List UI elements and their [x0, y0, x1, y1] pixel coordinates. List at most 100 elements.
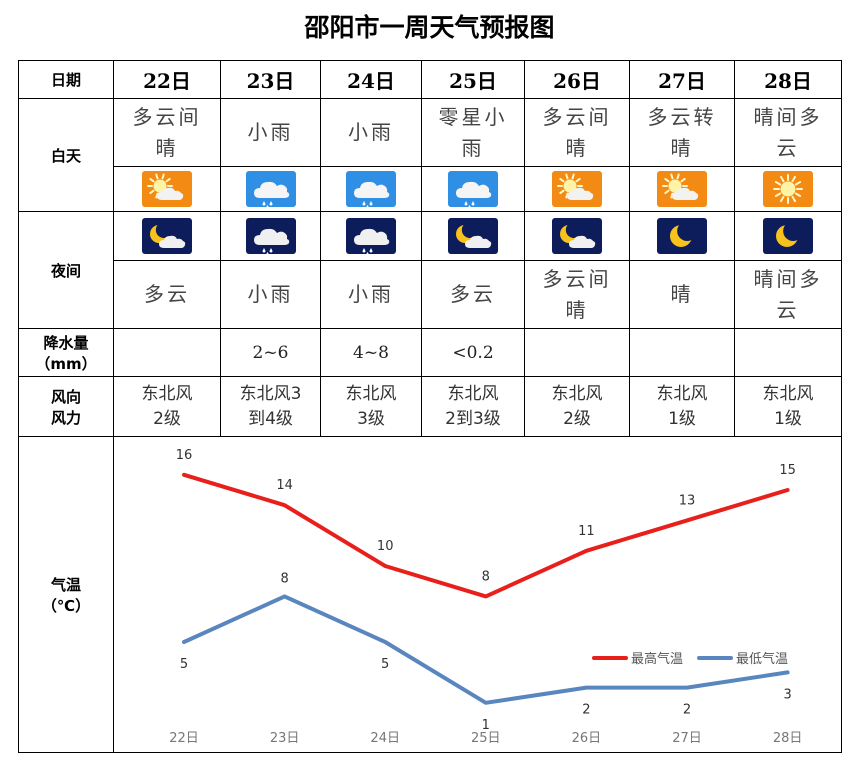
day-icon-row [19, 166, 842, 212]
high-temp-label: 10 [377, 539, 394, 554]
day-weather-cell: 晴间多云 [734, 98, 842, 167]
night-icon-cell [421, 211, 525, 261]
day-weather-text: 多云间 [542, 104, 612, 129]
day-label: 白天 [18, 98, 114, 212]
night-weather-text: 晴 [670, 282, 694, 306]
moon-icon [657, 218, 707, 254]
day-weather-row: 白天 多云间晴 小雨 小雨 零星小雨 多云间晴 多云转晴 晴间多云 [18, 98, 842, 212]
day-weather-text: 小雨 [348, 120, 394, 144]
day-icon-cell [113, 166, 221, 212]
wind-cell: 东北风 2级 [524, 376, 630, 437]
night-weather-cell: 多云 [421, 260, 525, 329]
wind-force: 3级 [357, 408, 385, 429]
day-weather-cell: 小雨 [220, 98, 321, 167]
temperature-chart-cell: 16 14 10 8 11 13 15 5 8 5 1 2 2 3 22日 23日 24日 25日 26日 27日 28… [113, 436, 842, 753]
day-icon-cell [220, 166, 321, 212]
wind-row: 风向 风力 东北风 2级 东北风3 到4级 东北风 3级 东北风 2到3级 东北风 2级 东… [18, 376, 842, 437]
wind-force: 到4级 [248, 408, 293, 429]
night-weather-cell: 晴间多云 [734, 260, 842, 329]
night-weather-text: 多云 [144, 282, 190, 306]
low-temp-line [182, 593, 790, 705]
legend-label: 最低气温 [736, 651, 788, 667]
wind-direction: 东北风 [762, 383, 814, 404]
light-rain-icon [448, 171, 498, 207]
night-weather-text: 云 [776, 297, 800, 322]
night-weather-text: 多云间 [542, 266, 612, 291]
day-icon-cell [629, 166, 735, 212]
precip-cell: <0.2 [421, 328, 525, 377]
day-weather-text: 晴 [565, 135, 589, 160]
night-weather-cell: 多云 [113, 260, 221, 329]
night-icon-cell [113, 211, 221, 261]
date-label: 日期 [18, 60, 114, 99]
high-temp-label: 8 [482, 569, 490, 584]
day-icon-cell [524, 166, 630, 212]
wind-direction: 东北风 [141, 383, 193, 404]
temp-label: 气温 （℃） [18, 436, 114, 753]
night-weather-text: 多云 [450, 282, 496, 306]
precip-cell [524, 328, 630, 377]
precip-label-line: 降水量 [43, 333, 89, 352]
day-weather-cell: 多云间晴 [113, 98, 221, 167]
precip-row: 降水量 （mm） 2~6 4~8 <0.2 [18, 328, 842, 377]
sun-icon [763, 171, 813, 207]
date-cell: 22日 [113, 60, 221, 99]
wind-label: 风向 风力 [18, 376, 114, 437]
temp-label-line: 气温 [50, 575, 81, 594]
night-weather-text: 小雨 [247, 282, 294, 306]
wind-direction: 东北风 [551, 383, 603, 404]
high-temp-label: 11 [578, 523, 595, 538]
partly-sunny-icon [657, 171, 707, 207]
date-cell: 24日 [320, 60, 422, 99]
wind-cell: 东北风3 到4级 [220, 376, 321, 437]
day-weather-cell: 小雨 [320, 98, 422, 167]
night-icon-cell [524, 211, 630, 261]
day-weather-text: 雨 [461, 135, 485, 160]
x-tick-label: 22日 [169, 731, 199, 746]
day-weather-text: 晴间多 [753, 104, 823, 129]
night-weather-cell: 小雨 [220, 260, 321, 329]
wind-cell: 东北风 2级 [113, 376, 221, 437]
wind-direction: 东北风 [447, 383, 499, 404]
day-weather-cell: 多云转晴 [629, 98, 735, 167]
night-weather-cell: 多云间晴 [524, 260, 630, 329]
partly-sunny-icon [552, 171, 602, 207]
x-tick-label: 26日 [572, 731, 602, 746]
night-icon-cell [629, 211, 735, 261]
precip-cell: 2~6 [220, 328, 321, 377]
night-icon-cell [220, 211, 321, 261]
day-weather-text: 云 [776, 135, 800, 160]
low-temp-label: 5 [180, 657, 188, 672]
day-weather-text: 晴 [155, 135, 179, 160]
night-icon-cell [734, 211, 842, 261]
night-rain-icon [245, 218, 296, 254]
high-temp-label: 13 [679, 493, 696, 508]
night-weather-text: 小雨 [348, 282, 394, 306]
date-cell: 23日 [220, 60, 321, 99]
date-cell: 27日 [629, 60, 735, 99]
high-temp-label: 14 [276, 478, 293, 493]
night-weather-cell: 小雨 [320, 260, 422, 329]
wind-force: 1级 [668, 408, 696, 429]
night-weather-cell: 晴 [629, 260, 735, 329]
x-tick-label: 28日 [773, 731, 803, 746]
temperature-row: 气温 （℃） 16 14 10 8 11 13 15 5 8 5 1 2 2 3 22日 23日 24日 25日 26… [18, 436, 842, 753]
low-temp-label: 8 [280, 571, 288, 586]
day-icon-cell [734, 166, 842, 212]
wind-force: 2级 [153, 408, 181, 429]
precip-cell [629, 328, 735, 377]
day-weather-cell: 多云间晴 [524, 98, 630, 167]
night-rain-icon [346, 218, 396, 254]
wind-cell: 东北风 3级 [320, 376, 422, 437]
legend-label: 最高气温 [631, 651, 683, 667]
day-weather-text: 多云间 [132, 104, 202, 129]
wind-force: 1级 [774, 408, 802, 429]
precip-cell [113, 328, 221, 377]
date-cell: 28日 [734, 60, 842, 99]
temperature-chart: 16 14 10 8 11 13 15 5 8 5 1 2 2 3 22日 23日 24日 25日 26日 27日 28… [169, 447, 803, 746]
light-rain-icon [346, 171, 396, 207]
x-tick-label: 25日 [471, 731, 501, 746]
temp-label-line: （℃） [41, 596, 91, 615]
moon-cloud-icon [448, 218, 498, 254]
partly-sunny-icon [142, 171, 192, 207]
